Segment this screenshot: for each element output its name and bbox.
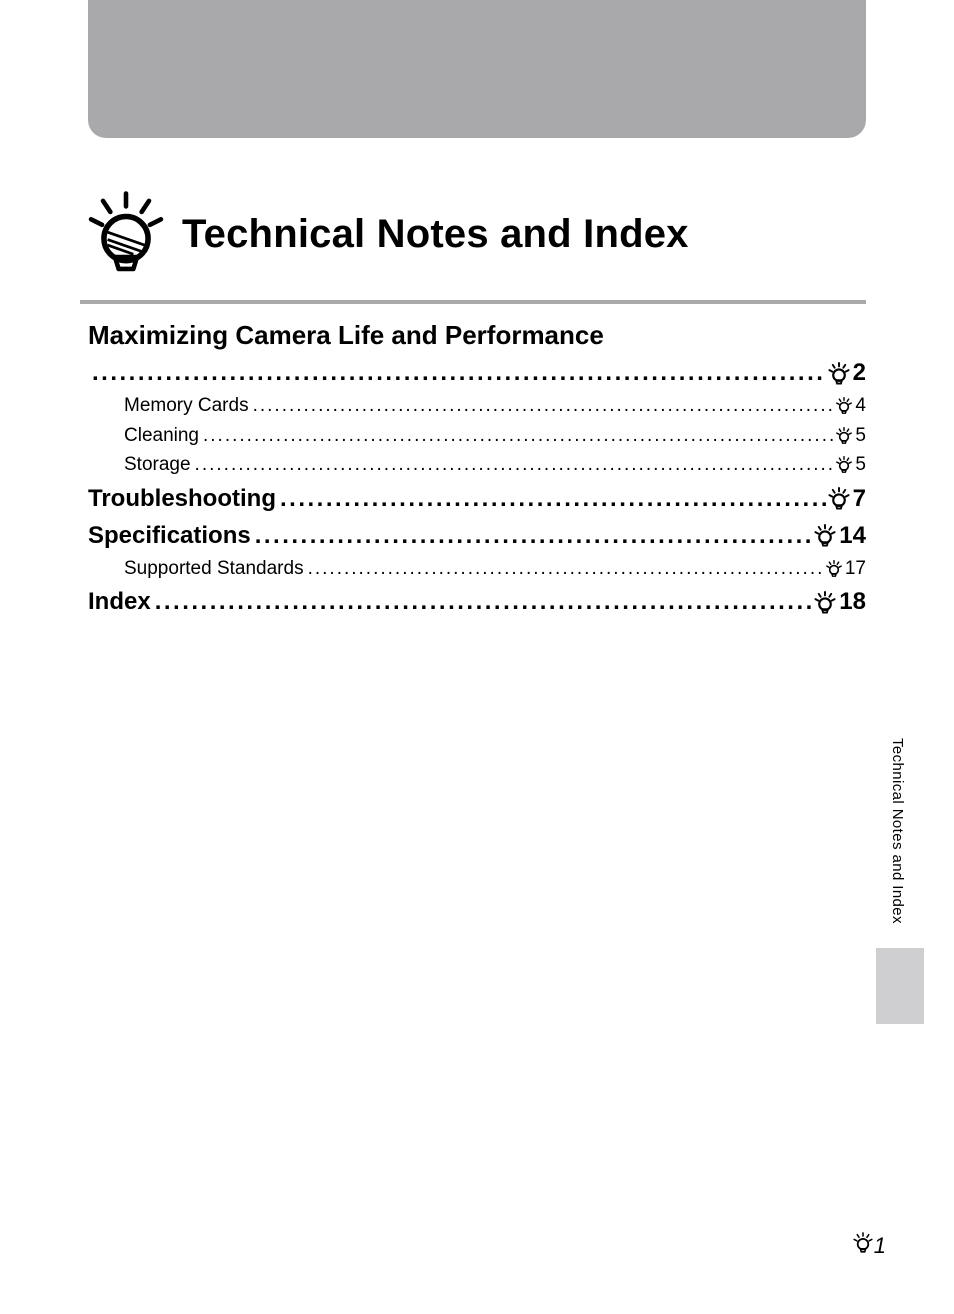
toc-page-number: 18 — [839, 583, 866, 620]
toc-entry-label: Index — [88, 583, 151, 620]
toc-leader-dots: ........................................… — [251, 517, 814, 554]
lightbulb-icon — [827, 354, 851, 391]
toc-entry[interactable]: Troubleshooting ........................… — [88, 480, 866, 517]
toc-leader-dots: ........................................… — [191, 450, 836, 479]
side-tab-block — [876, 948, 924, 1024]
page-footer: 1 — [852, 1232, 886, 1260]
toc-entry[interactable]: Specifications .........................… — [88, 517, 866, 554]
lightbulb-icon — [825, 554, 843, 583]
footer-page-number: 1 — [874, 1233, 886, 1259]
page-title: Technical Notes and Index — [182, 212, 689, 257]
toc-leader-dots: ........................................… — [276, 480, 827, 517]
lightbulb-icon — [835, 450, 853, 479]
lightbulb-icon — [827, 480, 851, 517]
toc-entry[interactable]: Storage ................................… — [88, 450, 866, 479]
toc-page-number: 17 — [845, 554, 866, 583]
toc-entry-page: 5 — [835, 450, 866, 479]
top-banner — [88, 0, 866, 138]
toc-entry[interactable]: Supported Standards ....................… — [88, 554, 866, 583]
toc-page-number: 4 — [855, 391, 866, 420]
table-of-contents: ........................................… — [88, 354, 866, 621]
toc-page-number: 5 — [855, 421, 866, 450]
toc-entry-page: 2 — [827, 354, 866, 391]
lightbulb-icon — [813, 583, 837, 620]
toc-entry-page: 17 — [825, 554, 866, 583]
toc-page-number: 14 — [839, 517, 866, 554]
toc-entry-label: Storage — [124, 450, 191, 479]
toc-page-number: 5 — [855, 450, 866, 479]
toc-leader-dots: ........................................… — [304, 554, 825, 583]
toc-entry-label: Memory Cards — [124, 391, 249, 420]
lightbulb-icon — [80, 188, 172, 280]
toc-entry-label: Specifications — [88, 517, 251, 554]
toc-page-number: 2 — [853, 354, 866, 391]
toc-entry-label: Troubleshooting — [88, 480, 276, 517]
title-row: Technical Notes and Index — [80, 188, 866, 304]
side-tab: Technical Notes and Index — [876, 738, 906, 1024]
toc-entry-page: 7 — [827, 480, 866, 517]
toc-leader-dots: ........................................… — [88, 354, 827, 391]
toc-page-number: 7 — [853, 480, 866, 517]
section-heading: Maximizing Camera Life and Performance — [88, 320, 866, 351]
page-container: Technical Notes and Index Maximizing Cam… — [0, 0, 954, 1314]
lightbulb-icon — [813, 517, 837, 554]
toc-entry-label: Supported Standards — [124, 554, 304, 583]
lightbulb-icon — [835, 391, 853, 420]
toc-entry[interactable]: ........................................… — [88, 354, 866, 391]
toc-leader-dots: ........................................… — [199, 421, 835, 450]
toc-entry-label: Cleaning — [124, 421, 199, 450]
toc-leader-dots: ........................................… — [249, 391, 836, 420]
toc-entry-page: 5 — [835, 421, 866, 450]
toc-entry[interactable]: Cleaning ...............................… — [88, 421, 866, 450]
toc-entry-page: 4 — [835, 391, 866, 420]
toc-entry-page: 14 — [813, 517, 866, 554]
lightbulb-icon — [835, 421, 853, 450]
toc-entry[interactable]: Memory Cards ...........................… — [88, 391, 866, 420]
lightbulb-icon — [852, 1232, 874, 1260]
side-tab-label: Technical Notes and Index — [889, 738, 906, 938]
toc-entry-page: 18 — [813, 583, 866, 620]
toc-entry[interactable]: Index ..................................… — [88, 583, 866, 620]
toc-leader-dots: ........................................… — [151, 583, 814, 620]
